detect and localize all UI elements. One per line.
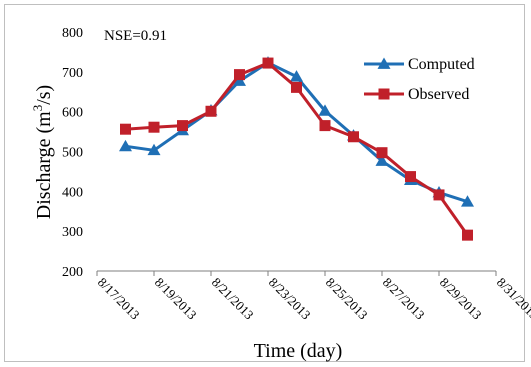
y-tick-label: 400 xyxy=(62,185,83,200)
legend-marker xyxy=(377,57,391,69)
legend-item-computed: Computed xyxy=(364,56,475,73)
y-axis-label-main: Discharge (m xyxy=(33,111,55,219)
y-axis-label-tail: /s) xyxy=(33,85,55,105)
data-point xyxy=(462,229,473,241)
nse-annotation: NSE=0.91 xyxy=(104,28,167,44)
y-axis-ticks: 200 300 400 500 600 700 800 xyxy=(62,26,83,280)
data-point xyxy=(147,143,161,156)
x-axis-label: Time (day) xyxy=(254,340,343,362)
data-point xyxy=(319,120,331,132)
x-tick-label: 8/29/2013 xyxy=(437,275,485,323)
y-tick-label: 800 xyxy=(62,26,83,41)
x-tick-label: 8/23/2013 xyxy=(266,275,314,323)
data-point xyxy=(234,69,245,81)
x-tick-label: 8/19/2013 xyxy=(152,275,200,323)
legend: Computed Observed xyxy=(364,56,475,103)
data-point xyxy=(177,120,188,132)
data-point xyxy=(205,105,217,117)
legend-label: Observed xyxy=(408,86,469,103)
data-point xyxy=(119,139,132,152)
data-point xyxy=(375,154,389,166)
x-tick-label: 8/31/2013 xyxy=(494,275,531,323)
data-point xyxy=(233,74,246,86)
x-axis-ticks: 8/17/2013 8/19/2013 8/21/2013 8/23/2013 8/25… xyxy=(95,271,531,322)
x-tick-label: 8/27/2013 xyxy=(380,275,428,323)
series-observed xyxy=(120,57,473,241)
legend-marker xyxy=(378,88,390,100)
series-layer xyxy=(119,56,474,241)
y-tick-label: 700 xyxy=(62,66,83,81)
data-point xyxy=(120,123,131,135)
data-point xyxy=(348,131,359,143)
legend-label: Computed xyxy=(408,56,475,73)
x-tick-label: 8/25/2013 xyxy=(323,275,371,323)
y-tick-label: 200 xyxy=(62,265,83,280)
data-point xyxy=(461,195,474,207)
y-tick-label: 500 xyxy=(62,146,83,161)
data-point xyxy=(262,57,274,69)
data-point xyxy=(433,189,445,201)
x-tick-label: 8/17/2013 xyxy=(95,275,143,323)
data-point xyxy=(376,147,388,159)
y-tick-label: 300 xyxy=(62,225,83,240)
y-axis-label: Discharge (m3/s) xyxy=(30,85,55,219)
data-point xyxy=(405,171,416,183)
data-point xyxy=(318,104,332,116)
data-point xyxy=(148,121,160,133)
data-point xyxy=(290,70,303,82)
x-tick-label: 8/21/2013 xyxy=(209,275,257,323)
y-axis-label-superscript: 3 xyxy=(30,105,45,112)
legend-item-observed: Observed xyxy=(364,86,469,103)
y-tick-label: 600 xyxy=(62,106,83,121)
data-point xyxy=(291,81,302,93)
